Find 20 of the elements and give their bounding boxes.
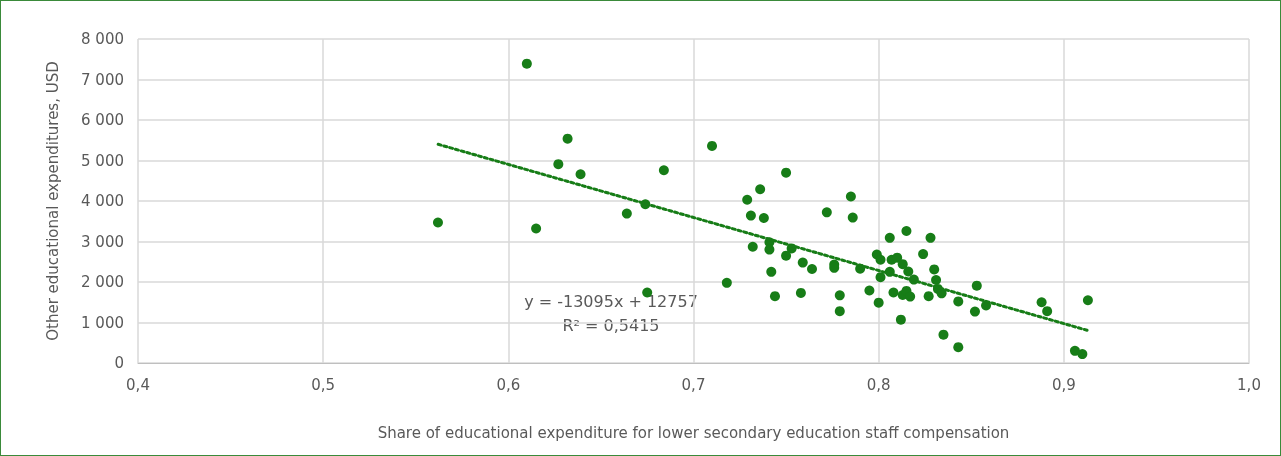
x-tick-label: 0,5 <box>311 375 336 394</box>
y-tick-label: 4 000 <box>81 192 124 210</box>
annotation: y = -13095x + 12757 <box>524 291 698 311</box>
y-tick-label: 5 000 <box>81 151 124 170</box>
y-tick-label: 7 000 <box>81 70 124 89</box>
x-tick-label: 1,0 <box>1237 375 1261 394</box>
x-tick-label: 0,4 <box>126 375 150 394</box>
y-axis-title: Other educational expenditures, USD <box>43 61 62 341</box>
x-tick-label: 0,7 <box>681 375 706 394</box>
x-axis-title: Share of educational expenditure for lower secondary education staff compensation <box>377 423 1010 442</box>
y-tick-label: 6 000 <box>81 111 124 129</box>
annotation: R² = 0,5415 <box>562 315 660 335</box>
x-tick-label: 0,8 <box>866 375 891 394</box>
y-tick-label: 8 000 <box>81 30 124 48</box>
y-tick-label: 0 <box>114 354 124 372</box>
y-tick-label: 2 000 <box>81 273 124 291</box>
x-tick-label: 0,6 <box>496 375 521 394</box>
x-tick-label: 0,9 <box>1051 375 1076 394</box>
y-tick-label: 3 000 <box>81 232 124 251</box>
y-tick-label: 1 000 <box>81 313 124 332</box>
